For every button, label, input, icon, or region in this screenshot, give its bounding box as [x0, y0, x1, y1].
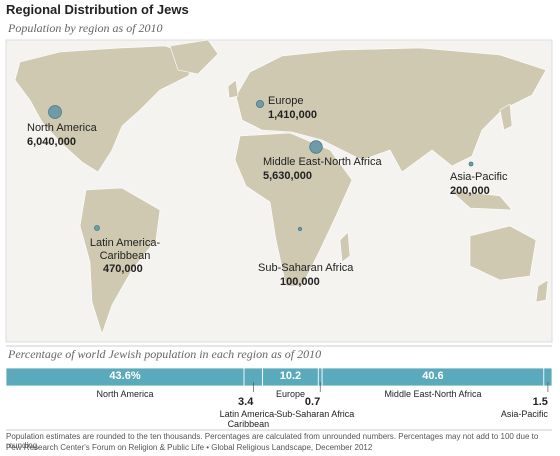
world-map — [5, 39, 553, 343]
segment-value: 0.7 — [304, 396, 321, 408]
bubble — [297, 226, 303, 232]
segment-name: North America — [96, 389, 154, 399]
region-value: 100,000 — [280, 276, 320, 288]
bar-title: Percentage of world Jewish population in… — [8, 347, 322, 361]
segment-value: 43.6% — [109, 370, 141, 382]
bubble — [255, 99, 265, 109]
region-name: Sub-Saharan Africa — [258, 262, 354, 274]
region-value: 5,630,000 — [263, 170, 312, 182]
subtitle: Population by region as of 2010 — [8, 21, 163, 35]
segment-value: 10.2 — [279, 370, 302, 382]
segment-name: Latin America-Caribbean — [219, 409, 278, 430]
bubble — [468, 161, 474, 167]
region-name: Europe — [268, 95, 304, 107]
segment-name: Middle East-North Africa — [384, 389, 482, 399]
bubble — [309, 140, 323, 154]
region-name: North America — [27, 122, 97, 134]
source: Pew Research Center's Forum on Religion … — [6, 443, 373, 452]
note: Population estimates are rounded to the … — [6, 432, 539, 451]
title: Regional Distribution of Jews — [6, 2, 189, 17]
bubble — [48, 105, 62, 119]
bubble — [94, 225, 100, 231]
region-value: 6,040,000 — [27, 136, 76, 148]
segment-name: Europe — [275, 389, 305, 399]
region-name: Middle East-North Africa — [263, 156, 382, 168]
region-value: 1,410,000 — [268, 109, 317, 121]
segment-name: Asia-Pacific — [500, 409, 548, 419]
segment-value: 40.6 — [422, 370, 444, 382]
segment-value: 3.4 — [238, 396, 254, 408]
region-name: Latin America-Caribbean — [89, 237, 161, 262]
region-value: 200,000 — [450, 185, 490, 197]
segment-value: 1.5 — [532, 396, 548, 408]
region-value: 470,000 — [103, 263, 143, 275]
region-name: Asia-Pacific — [450, 171, 508, 183]
segment-name: Sub-Saharan Africa — [276, 409, 355, 419]
